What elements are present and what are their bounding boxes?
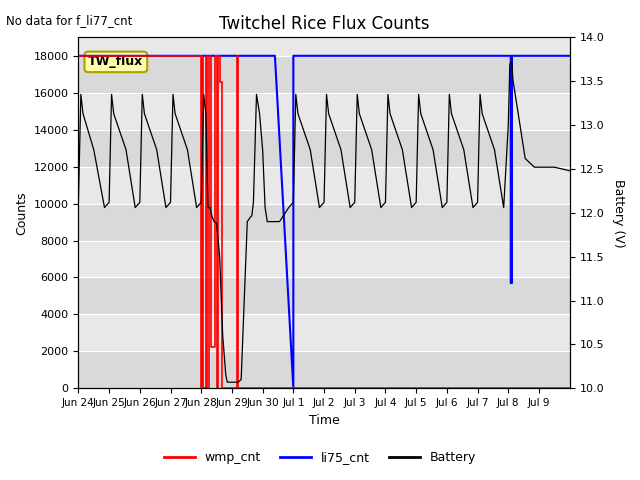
wmp_cnt [205,53,212,59]
wmp_cnt [75,53,83,59]
wmp_cnt [202,53,209,59]
X-axis label: Time: Time [308,414,339,427]
Line: li75_cnt: li75_cnt [79,56,570,388]
wmp_cnt [212,53,220,59]
wmp_cnt [216,53,223,59]
wmp_cnt [212,385,220,391]
Battery [276,219,284,225]
Title: Twitchel Rice Flux Counts: Twitchel Rice Flux Counts [219,15,429,33]
li75_cnt [507,53,515,59]
wmp_cnt [234,385,242,391]
Text: No data for f_li77_cnt: No data for f_li77_cnt [6,14,132,27]
li75_cnt [289,53,297,59]
Legend: wmp_cnt, li75_cnt, Battery: wmp_cnt, li75_cnt, Battery [159,446,481,469]
wmp_cnt [198,385,205,391]
Text: TW_flux: TW_flux [88,55,143,69]
li75_cnt [75,53,83,59]
wmp_cnt [207,344,215,349]
li75_cnt [271,53,279,59]
Battery [212,220,220,226]
Battery [153,147,161,153]
li75_cnt [289,385,297,391]
Bar [79,130,570,167]
wmp_cnt [198,53,205,59]
wmp_cnt [218,79,226,84]
Bar [79,204,570,240]
wmp_cnt [566,385,573,391]
Battery [223,379,231,385]
Bar [79,56,570,93]
wmp_cnt [199,385,207,391]
li75_cnt [566,53,573,59]
li75_cnt [508,280,516,286]
wmp_cnt [233,53,241,59]
wmp_cnt [197,385,205,391]
li75_cnt [508,53,516,59]
Y-axis label: Battery (V): Battery (V) [612,179,625,247]
Battery [248,213,256,218]
wmp_cnt [207,53,215,59]
wmp_cnt [203,53,211,59]
wmp_cnt [199,53,207,59]
wmp_cnt [211,344,219,349]
wmp_cnt [205,385,212,391]
wmp_cnt [216,79,223,84]
wmp_cnt [211,53,219,59]
wmp_cnt [202,385,209,391]
wmp_cnt [203,385,211,391]
Battery [507,59,515,65]
Battery [75,199,83,205]
Battery [508,61,516,67]
wmp_cnt [218,385,226,391]
Battery [292,92,300,97]
wmp_cnt [197,53,205,59]
Y-axis label: Counts: Counts [15,191,28,235]
wmp_cnt [234,53,242,59]
Bar [79,277,570,314]
Bar [79,351,570,388]
Line: Battery: Battery [79,62,570,382]
Line: wmp_cnt: wmp_cnt [79,56,570,388]
Battery [566,168,573,174]
wmp_cnt [233,385,241,391]
wmp_cnt [214,385,222,391]
wmp_cnt [214,53,222,59]
li75_cnt [507,280,515,286]
